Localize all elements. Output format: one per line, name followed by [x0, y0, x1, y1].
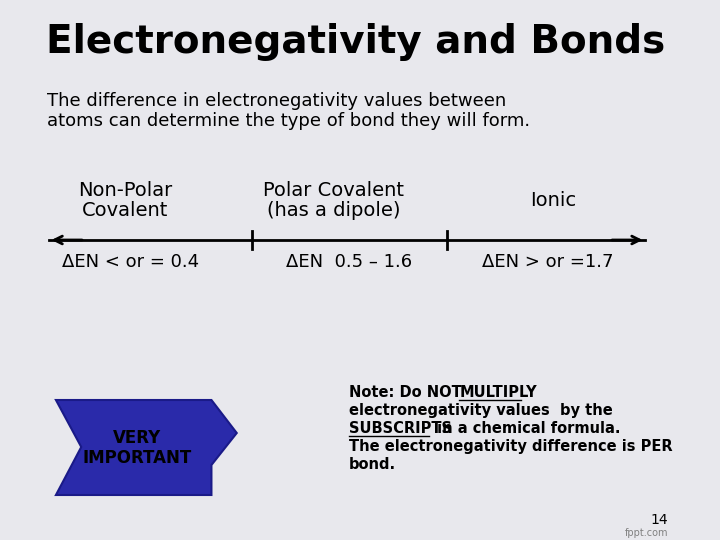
Text: MULTIPLY: MULTIPLY	[459, 385, 537, 400]
Text: ΔEN < or = 0.4: ΔEN < or = 0.4	[61, 253, 199, 271]
Text: Covalent: Covalent	[82, 200, 168, 219]
Text: ΔEN  0.5 – 1.6: ΔEN 0.5 – 1.6	[286, 253, 412, 271]
Text: Note: Do NOT: Note: Do NOT	[349, 385, 467, 400]
Text: Polar Covalent: Polar Covalent	[263, 180, 404, 199]
Text: Non-Polar: Non-Polar	[78, 180, 173, 199]
Text: The difference in electronegativity values between: The difference in electronegativity valu…	[47, 92, 506, 110]
Text: ΔEN > or =1.7: ΔEN > or =1.7	[482, 253, 613, 271]
Text: 14: 14	[650, 513, 668, 527]
Text: Electronegativity and Bonds: Electronegativity and Bonds	[47, 23, 666, 61]
Polygon shape	[56, 400, 237, 495]
Text: (has a dipole): (has a dipole)	[266, 200, 400, 219]
Text: Ionic: Ionic	[530, 191, 576, 210]
Text: IMPORTANT: IMPORTANT	[83, 449, 192, 467]
Text: in a chemical formula.: in a chemical formula.	[432, 421, 621, 436]
Text: The electronegativity difference is PER: The electronegativity difference is PER	[349, 439, 672, 454]
Text: SUBSCRIPTS: SUBSCRIPTS	[349, 421, 452, 436]
Text: VERY: VERY	[113, 429, 161, 447]
Text: fppt.com: fppt.com	[624, 528, 668, 538]
Text: electronegativity values  by the: electronegativity values by the	[349, 403, 613, 418]
Text: atoms can determine the type of bond they will form.: atoms can determine the type of bond the…	[47, 112, 530, 130]
Text: bond.: bond.	[349, 457, 396, 472]
